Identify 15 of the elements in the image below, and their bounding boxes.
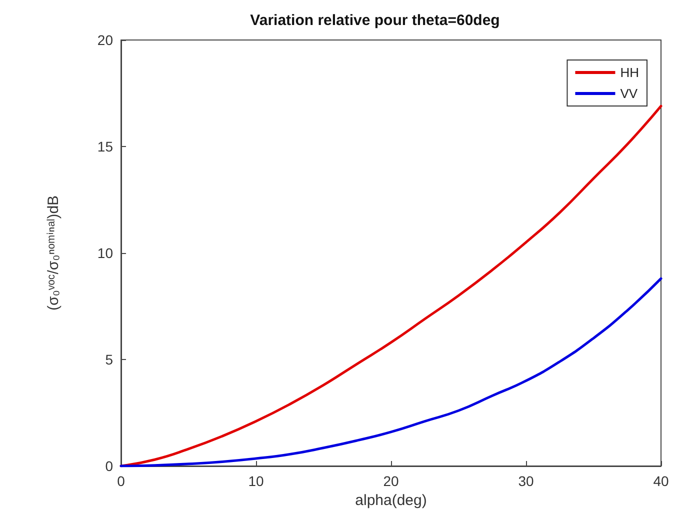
- y-tick-label: 0: [105, 458, 114, 474]
- x-tick-label: 30: [518, 473, 534, 489]
- y-axis-title: (σ₀ᵛᵒᶜ/σ₀ⁿᵒᵐⁱⁿᵃˡ)dB: [45, 195, 62, 311]
- legend-label: VV: [620, 86, 638, 101]
- x-tick-label: 20: [383, 473, 399, 489]
- legend-label: HH: [620, 65, 640, 80]
- x-tick-label: 10: [248, 473, 264, 489]
- x-tick-label: 40: [653, 473, 669, 489]
- chart-title: Variation relative pour theta=60deg: [250, 12, 500, 29]
- x-tick-label: 0: [117, 473, 126, 489]
- y-tick-label: 15: [97, 138, 114, 154]
- x-axis-title: alpha(deg): [355, 492, 427, 509]
- y-tick-label: 20: [97, 32, 114, 48]
- y-tick-label: 5: [105, 352, 114, 368]
- y-tick-label: 10: [97, 245, 114, 261]
